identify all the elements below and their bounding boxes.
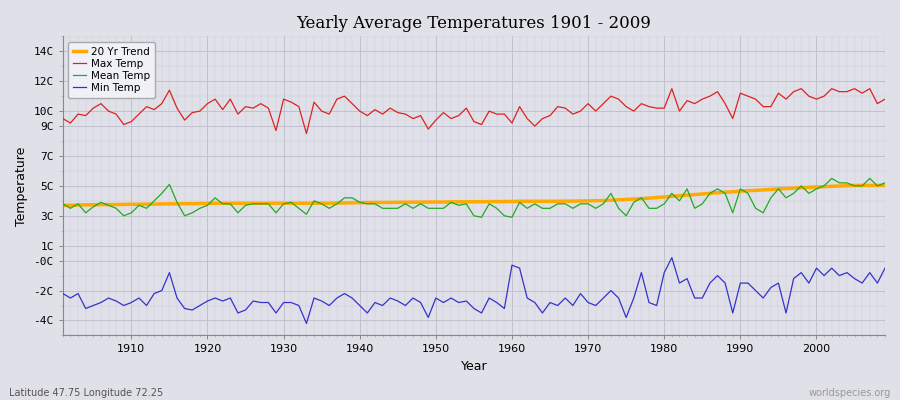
Mean Temp xyxy=(507,215,517,220)
20 Yr Trend xyxy=(507,199,517,204)
Line: Min Temp: Min Temp xyxy=(63,258,885,324)
Text: worldspecies.org: worldspecies.org xyxy=(809,388,891,398)
Line: Mean Temp: Mean Temp xyxy=(63,178,885,217)
20 Yr Trend xyxy=(331,201,342,206)
Title: Yearly Average Temperatures 1901 - 2009: Yearly Average Temperatures 1901 - 2009 xyxy=(296,15,652,32)
20 Yr Trend xyxy=(849,183,859,188)
Line: 20 Yr Trend: 20 Yr Trend xyxy=(63,186,885,205)
Max Temp xyxy=(301,131,311,136)
Max Temp xyxy=(514,104,525,109)
Min Temp xyxy=(301,321,311,326)
Mean Temp xyxy=(476,215,487,220)
Min Temp xyxy=(58,291,68,296)
Mean Temp xyxy=(514,200,525,205)
Mean Temp xyxy=(606,191,616,196)
20 Yr Trend xyxy=(118,202,129,207)
Min Temp xyxy=(286,300,297,305)
Text: Latitude 47.75 Longitude 72.25: Latitude 47.75 Longitude 72.25 xyxy=(9,388,163,398)
Min Temp xyxy=(118,303,129,308)
Mean Temp xyxy=(58,202,68,206)
Max Temp xyxy=(507,121,517,126)
Min Temp xyxy=(666,255,677,260)
Legend: 20 Yr Trend, Max Temp, Mean Temp, Min Temp: 20 Yr Trend, Max Temp, Mean Temp, Min Te… xyxy=(68,42,156,98)
Max Temp xyxy=(58,116,68,121)
Max Temp xyxy=(606,94,616,98)
Mean Temp xyxy=(331,202,342,206)
20 Yr Trend xyxy=(598,198,608,203)
20 Yr Trend xyxy=(499,199,509,204)
Min Temp xyxy=(339,291,350,296)
Max Temp xyxy=(339,94,350,98)
Mean Temp xyxy=(826,176,837,181)
Mean Temp xyxy=(879,180,890,185)
Min Temp xyxy=(507,263,517,268)
20 Yr Trend xyxy=(286,201,297,206)
Max Temp xyxy=(286,100,297,104)
Max Temp xyxy=(118,122,129,127)
Line: Max Temp: Max Temp xyxy=(63,89,885,134)
Min Temp xyxy=(514,266,525,270)
Max Temp xyxy=(666,86,677,91)
20 Yr Trend xyxy=(58,203,68,208)
20 Yr Trend xyxy=(879,183,890,188)
X-axis label: Year: Year xyxy=(461,360,487,373)
Min Temp xyxy=(879,266,890,270)
Mean Temp xyxy=(286,200,297,205)
Mean Temp xyxy=(118,213,129,218)
Min Temp xyxy=(606,288,616,293)
Max Temp xyxy=(879,97,890,102)
Y-axis label: Temperature: Temperature xyxy=(15,146,28,226)
